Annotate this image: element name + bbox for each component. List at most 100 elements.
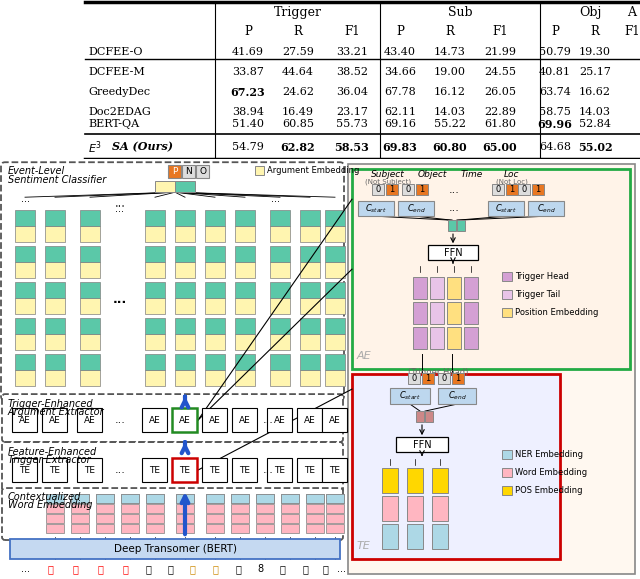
FancyBboxPatch shape (202, 408, 227, 432)
FancyBboxPatch shape (145, 246, 165, 262)
Text: Trigger-Enhanced: Trigger-Enhanced (8, 399, 93, 409)
FancyBboxPatch shape (382, 468, 398, 493)
FancyBboxPatch shape (1, 162, 344, 400)
FancyBboxPatch shape (80, 210, 100, 226)
FancyBboxPatch shape (96, 514, 114, 523)
FancyBboxPatch shape (45, 334, 65, 350)
FancyBboxPatch shape (175, 210, 195, 226)
FancyBboxPatch shape (270, 334, 290, 350)
FancyBboxPatch shape (502, 450, 512, 459)
Text: F1: F1 (344, 24, 360, 38)
Text: 元: 元 (302, 564, 308, 574)
FancyBboxPatch shape (297, 458, 322, 482)
FancyBboxPatch shape (46, 494, 64, 503)
FancyBboxPatch shape (386, 184, 398, 195)
Text: ...: ... (449, 203, 460, 213)
FancyBboxPatch shape (256, 524, 274, 533)
FancyBboxPatch shape (325, 226, 345, 242)
FancyBboxPatch shape (80, 370, 100, 386)
Text: 55.73: 55.73 (336, 119, 368, 129)
Text: ...: ... (115, 204, 125, 214)
FancyBboxPatch shape (2, 394, 343, 442)
FancyBboxPatch shape (270, 282, 290, 298)
FancyBboxPatch shape (175, 370, 195, 386)
FancyBboxPatch shape (502, 486, 512, 495)
FancyBboxPatch shape (325, 262, 345, 278)
FancyBboxPatch shape (267, 458, 292, 482)
FancyBboxPatch shape (326, 514, 344, 523)
Text: (Not Subject): (Not Subject) (365, 179, 411, 185)
Text: 58.53: 58.53 (335, 142, 369, 153)
FancyBboxPatch shape (145, 262, 165, 278)
FancyBboxPatch shape (382, 496, 398, 521)
FancyBboxPatch shape (352, 374, 560, 559)
FancyBboxPatch shape (300, 210, 320, 226)
Text: Event-Level: Event-Level (8, 166, 65, 176)
Text: 签: 签 (189, 564, 195, 574)
FancyBboxPatch shape (528, 201, 564, 216)
FancyBboxPatch shape (432, 468, 448, 493)
FancyBboxPatch shape (71, 514, 89, 523)
Text: ...: ... (115, 415, 125, 425)
Text: 55.02: 55.02 (578, 142, 612, 153)
Text: 约: 约 (212, 564, 218, 574)
FancyBboxPatch shape (12, 458, 37, 482)
FancyBboxPatch shape (256, 494, 274, 503)
FancyBboxPatch shape (45, 298, 65, 314)
FancyBboxPatch shape (205, 246, 225, 262)
FancyBboxPatch shape (145, 318, 165, 334)
Text: TE: TE (150, 466, 161, 475)
Text: Obj: Obj (579, 6, 601, 19)
Text: A: A (627, 6, 637, 19)
FancyBboxPatch shape (45, 370, 65, 386)
Text: DCFEE-O: DCFEE-O (88, 47, 143, 57)
FancyBboxPatch shape (182, 165, 195, 178)
Text: Argument Extractor: Argument Extractor (8, 407, 104, 417)
FancyBboxPatch shape (300, 298, 320, 314)
FancyBboxPatch shape (15, 246, 35, 262)
FancyBboxPatch shape (390, 388, 430, 404)
Text: TE: TE (179, 466, 191, 475)
FancyBboxPatch shape (300, 282, 320, 298)
Text: P: P (396, 24, 404, 38)
Text: Contextualized: Contextualized (8, 492, 81, 502)
FancyBboxPatch shape (518, 184, 530, 195)
FancyBboxPatch shape (256, 494, 274, 503)
FancyBboxPatch shape (121, 524, 139, 533)
Text: 22.89: 22.89 (484, 107, 516, 117)
Text: 50.79: 50.79 (539, 47, 571, 57)
FancyBboxPatch shape (235, 334, 255, 350)
FancyBboxPatch shape (46, 514, 64, 523)
FancyBboxPatch shape (430, 302, 444, 324)
FancyBboxPatch shape (502, 272, 512, 281)
Text: POS Embedding: POS Embedding (515, 486, 582, 495)
Text: FFN: FFN (444, 248, 462, 258)
Text: AE: AE (239, 416, 251, 424)
FancyBboxPatch shape (145, 370, 165, 386)
Text: 54.79: 54.79 (232, 142, 264, 152)
FancyBboxPatch shape (325, 298, 345, 314)
FancyBboxPatch shape (270, 354, 290, 370)
FancyBboxPatch shape (407, 468, 423, 493)
FancyBboxPatch shape (172, 458, 197, 482)
Text: AE: AE (357, 351, 372, 361)
Text: ...: ... (115, 198, 125, 208)
FancyBboxPatch shape (488, 201, 524, 216)
FancyBboxPatch shape (206, 524, 224, 533)
FancyBboxPatch shape (145, 298, 165, 314)
FancyBboxPatch shape (206, 514, 224, 523)
Text: 0: 0 (405, 185, 411, 194)
Text: 69.96: 69.96 (538, 119, 572, 130)
FancyBboxPatch shape (398, 201, 434, 216)
FancyBboxPatch shape (46, 504, 64, 513)
FancyBboxPatch shape (448, 220, 456, 231)
Text: GreedyDec: GreedyDec (88, 87, 150, 97)
FancyBboxPatch shape (146, 494, 164, 503)
FancyBboxPatch shape (256, 514, 274, 523)
Text: 1: 1 (419, 185, 424, 194)
FancyBboxPatch shape (231, 524, 249, 533)
Text: 0: 0 (442, 374, 447, 383)
FancyBboxPatch shape (45, 246, 65, 262)
Text: AE: AE (304, 416, 316, 424)
FancyBboxPatch shape (235, 282, 255, 298)
